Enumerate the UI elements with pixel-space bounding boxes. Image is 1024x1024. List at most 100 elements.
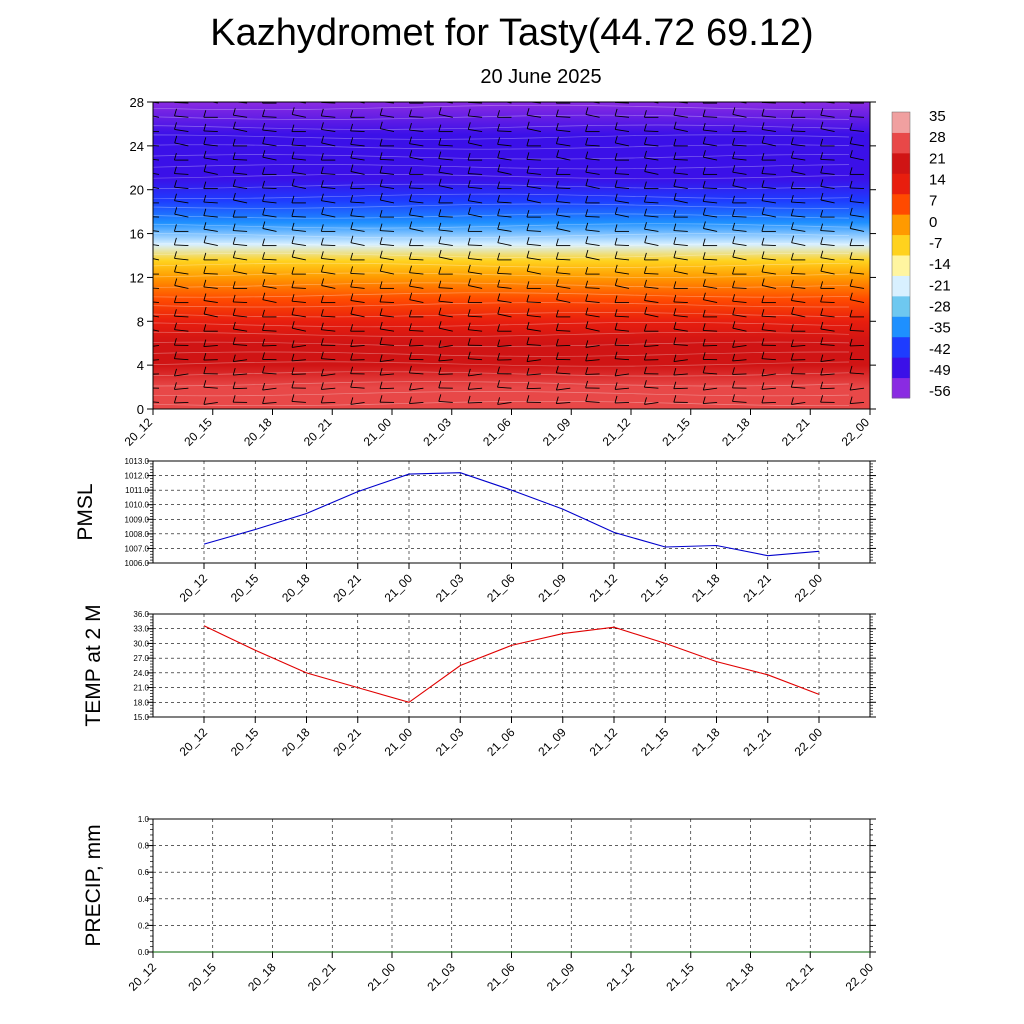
wind-barb-flag (291, 151, 295, 159)
wind-barb (232, 165, 248, 175)
wind-barb-shaft (585, 300, 600, 304)
wind-barb-flag (467, 108, 471, 117)
wind-barb (761, 368, 776, 377)
wind-barb-shaft (674, 128, 688, 133)
wind-barb-flag (379, 381, 383, 389)
wind-barb-shaft (615, 271, 630, 275)
wind-barb-flag (585, 107, 589, 115)
wind-barb-flag (555, 122, 559, 131)
wind-barb-flag (262, 323, 265, 331)
wind-barb-flag (614, 322, 618, 330)
wind-barb-shaft (615, 387, 630, 390)
wind-barb-flag (379, 165, 383, 174)
wind-barb-shaft (850, 387, 865, 391)
wind-barb-flag (555, 279, 559, 287)
wind-barb (438, 137, 453, 147)
wind-barb-shaft (761, 315, 776, 318)
wind-barb-flag (791, 235, 795, 243)
wind-barb (673, 354, 688, 363)
wind-barb (408, 338, 424, 347)
wind-barb-flag (467, 166, 471, 174)
x-tick-label: 20_12 (177, 725, 211, 759)
wind-barb (761, 251, 776, 261)
wind-barb (408, 180, 424, 190)
wind-barb-shaft (732, 373, 747, 375)
wind-barb-flag (761, 102, 763, 103)
wind-barb-flag (673, 395, 677, 403)
wind-barb-shaft (174, 213, 189, 218)
wind-barb (645, 93, 659, 104)
wind-barb-flag (438, 236, 442, 244)
wind-barb-shaft (438, 171, 453, 175)
wind-barb-shaft (850, 285, 865, 289)
wind-barb-flag (732, 353, 736, 362)
wind-barb-flag (732, 124, 735, 132)
wind-barb-shaft (673, 185, 688, 190)
wind-barb-shaft (292, 256, 306, 261)
wind-barb (350, 293, 365, 304)
wind-barb-flag (292, 94, 294, 101)
wind-barb-flag (174, 264, 177, 273)
x-tick-label: 21_21 (783, 960, 817, 994)
wind-barb-shaft (409, 285, 424, 289)
wind-barb-shaft (409, 401, 424, 405)
wind-barb-shaft (644, 386, 659, 389)
wind-barb-flag (379, 250, 383, 258)
wind-barb-flag (555, 136, 559, 144)
wind-barb-shaft (850, 129, 865, 133)
wind-barb-flag (232, 192, 236, 201)
pmsl-panel: 1006.01007.01008.01009.01010.01011.01012… (74, 457, 876, 605)
wind-barb-flag (291, 266, 295, 275)
wind-barb-flag (320, 122, 324, 130)
wind-barb (761, 237, 776, 247)
wind-barb (761, 264, 776, 275)
wind-barb (790, 110, 806, 118)
wind-barb-shaft (585, 185, 600, 190)
wind-barb-shaft (291, 229, 306, 232)
wind-barb-flag (644, 235, 648, 243)
wind-barb-flag (379, 108, 383, 116)
wind-barb (320, 108, 336, 118)
colorbar-swatch (892, 173, 910, 195)
wind-barb-shaft (761, 173, 776, 175)
wind-barb-flag (467, 395, 471, 404)
wind-barb-shaft (262, 372, 277, 375)
wind-barb-shaft (615, 186, 630, 190)
wind-barb-flag (439, 94, 441, 101)
wind-barb-shaft (497, 313, 512, 318)
wind-barb-shaft (203, 344, 218, 348)
wind-barb (497, 150, 512, 161)
colorbar-label: -49 (929, 362, 951, 379)
wind-barb (232, 152, 248, 161)
wind-barb-flag (849, 122, 853, 131)
wind-barb-flag (614, 395, 618, 404)
wind-barb (291, 380, 306, 389)
wind-barb-shaft (321, 358, 336, 361)
wind-barb-shaft (321, 387, 336, 390)
wind-barb-flag (645, 93, 647, 100)
wind-barb-flag (673, 121, 677, 129)
wind-barb-flag (497, 339, 501, 347)
wind-barb (350, 208, 365, 218)
wind-barb (409, 382, 424, 391)
wind-barb-shaft (791, 157, 806, 161)
wind-barb-flag (614, 135, 618, 144)
wind-barb-flag (702, 338, 706, 347)
wind-barb-flag (526, 192, 530, 201)
wind-barb-flag (849, 323, 853, 331)
contour-line (153, 174, 850, 180)
wind-barb (673, 294, 688, 304)
wind-barb-flag (526, 209, 530, 218)
wind-barb (153, 287, 160, 289)
contour-line (153, 203, 850, 209)
wind-barb (497, 306, 512, 318)
wind-barb (673, 121, 688, 133)
wind-barb (555, 279, 571, 289)
x-tick-label: 21_18 (719, 415, 753, 449)
wind-barb-flag (820, 179, 824, 187)
wind-barb-shaft (820, 314, 835, 318)
wind-barb (614, 395, 630, 404)
wind-barb (497, 235, 512, 247)
wind-barb-shaft (791, 401, 806, 405)
wind-barb (232, 294, 248, 304)
